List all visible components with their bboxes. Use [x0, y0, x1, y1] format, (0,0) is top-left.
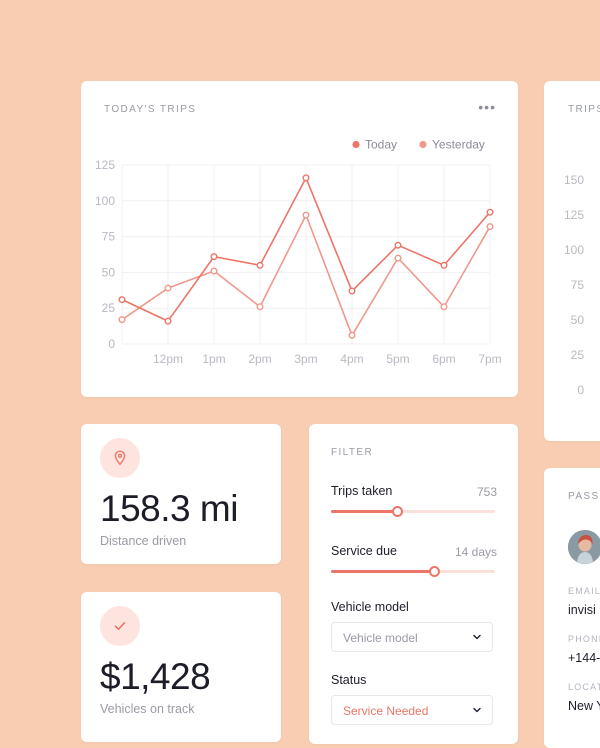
filter-title: FILTER — [331, 447, 374, 458]
y-tick-label: 125 — [563, 208, 584, 222]
more-horizontal-icon[interactable]: ••• — [478, 99, 496, 115]
data-point — [210, 253, 218, 261]
x-tick-label: 5pm — [386, 352, 409, 366]
chevron-down-icon — [473, 707, 481, 713]
filter-card: FILTER Trips taken 753 Service due 14 da… — [309, 424, 518, 744]
chevron-down-icon — [473, 634, 481, 640]
check-icon — [100, 606, 140, 646]
trips-taken-slider[interactable] — [331, 506, 495, 517]
status-label: Status — [331, 673, 367, 687]
y-tick-label: 25 — [102, 301, 116, 315]
legend-label: Yesterday — [432, 138, 485, 152]
x-tick-label: 2pm — [248, 352, 271, 366]
x-tick-label: 7pm — [478, 352, 501, 366]
x-tick-label: 4pm — [340, 352, 363, 366]
x-tick-label: 1pm — [202, 352, 225, 366]
data-point — [256, 303, 264, 311]
y-tick-label: 100 — [95, 194, 115, 208]
legend-marker — [419, 140, 427, 149]
service-due-value: 14 days — [454, 545, 497, 559]
email-value[interactable]: invisi — [568, 603, 596, 617]
x-tick-label: 3pm — [294, 352, 317, 366]
phone-label: PHONE — [568, 634, 600, 644]
y-tick-label: 0 — [577, 383, 584, 397]
legend-marker — [352, 140, 360, 149]
trips-taken-label: Trips taken — [331, 484, 393, 498]
location-label: LOCAT — [568, 682, 600, 692]
location-pin-icon — [100, 438, 140, 478]
slider-fill — [331, 570, 435, 573]
vehicles-caption: Vehicles on track — [100, 702, 195, 716]
y-tick-label: 75 — [102, 230, 116, 244]
trips-taken-value: 753 — [476, 485, 497, 499]
data-point — [256, 261, 264, 269]
data-point — [118, 316, 126, 324]
y-tick-label: 50 — [102, 265, 116, 279]
distance-value: 158.3 mi — [100, 488, 238, 529]
data-point — [486, 223, 494, 231]
trips-chart-card: TODAY'S TRIPS ••• 0 25 50 75 100 125 12pm 1pm 2p… — [81, 81, 518, 397]
vehicle-model-label: Vehicle model — [331, 600, 409, 614]
data-point — [440, 261, 448, 269]
status-select[interactable]: Service Needed — [331, 695, 493, 725]
y-tick-label: 50 — [570, 313, 584, 327]
data-point — [210, 267, 218, 275]
trips-card-title: TODAY'S TRIPS — [104, 104, 197, 115]
y-tick-label: 150 — [563, 173, 584, 187]
service-due-label: Service due — [331, 544, 398, 558]
data-point — [348, 287, 356, 295]
legend-label: Today — [365, 138, 397, 152]
avatar[interactable] — [568, 530, 600, 564]
data-point — [302, 174, 310, 182]
y-tick-label: 25 — [570, 348, 584, 362]
vehicles-stat-card: $1,428 Vehicles on track — [81, 592, 281, 742]
data-point — [348, 331, 356, 339]
status-selected: Service Needed — [343, 704, 429, 718]
data-point — [164, 284, 172, 292]
distance-stat-card: 158.3 mi Distance driven — [81, 424, 281, 564]
slider-fill — [331, 510, 397, 513]
email-label: EMAIL — [568, 586, 600, 596]
data-point — [486, 208, 494, 216]
x-tick-label: 12pm — [153, 352, 183, 366]
phone-value[interactable]: +144- — [568, 651, 600, 665]
y-tick-label: 125 — [95, 158, 115, 172]
trips-line-chart: 0 25 50 75 100 125 12pm 1pm 2pm 3pm 4pm 5pm 6pm 7pm To… — [95, 138, 502, 367]
vehicle-model-selected: Vehicle model — [343, 631, 418, 645]
slider-thumb[interactable] — [391, 506, 403, 517]
data-point — [302, 211, 310, 219]
y-tick-label: 0 — [108, 337, 115, 351]
data-point — [118, 296, 126, 304]
vehicle-model-select[interactable]: Vehicle model — [331, 622, 493, 652]
trips-secondary-card: TRIPS 150 125 100 75 50 25 0 — [544, 81, 600, 441]
x-tick-label: 6pm — [432, 352, 455, 366]
distance-caption: Distance driven — [100, 534, 187, 548]
y-tick-label: 100 — [563, 243, 584, 257]
data-point — [440, 303, 448, 311]
data-point — [164, 317, 172, 325]
vehicles-value: $1,428 — [100, 656, 211, 697]
trips-secondary-title: TRIPS — [568, 104, 600, 115]
location-value: New Y — [568, 699, 600, 713]
data-point — [394, 241, 402, 249]
slider-thumb[interactable] — [429, 566, 441, 577]
service-due-slider[interactable] — [331, 566, 495, 577]
data-point — [394, 254, 402, 262]
y-tick-label: 75 — [570, 278, 584, 292]
